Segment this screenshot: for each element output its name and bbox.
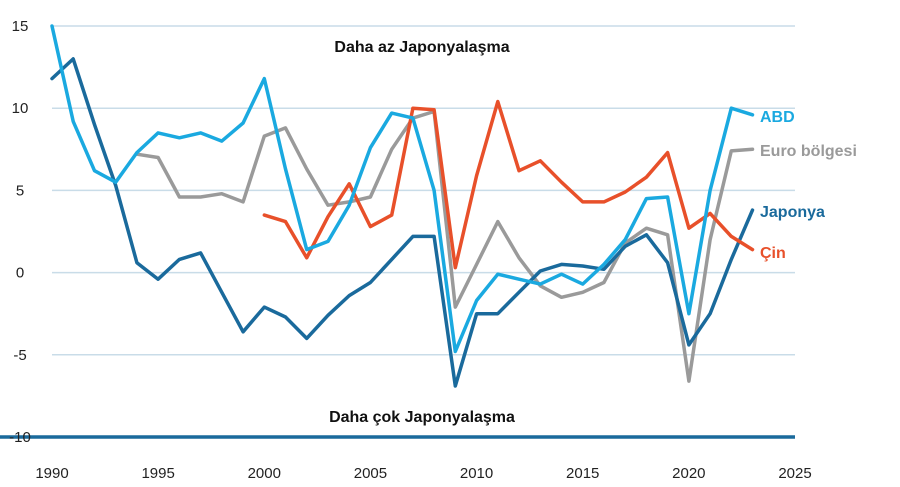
series-label-euro-b-lgesi: Euro bölgesi	[760, 143, 857, 160]
series-lines	[50, 24, 755, 388]
y-tick-label: 10	[12, 100, 29, 117]
y-tick-label: -10	[9, 429, 31, 446]
x-tick-label: 2010	[460, 465, 493, 482]
axes: 15 10 5 0 -5 -10 1990 1995 2000 2005 2010 2015 2020 2…	[9, 18, 812, 482]
series-line-euro-b-lgesi	[135, 109, 755, 383]
series-label-abd: ABD	[760, 109, 795, 126]
y-tick-label: -5	[13, 347, 26, 364]
x-tick-label: 1990	[35, 465, 68, 482]
series-label-japonya: Japonya	[760, 204, 825, 221]
x-tick-label: 2015	[566, 465, 599, 482]
x-tick-label: 1995	[141, 465, 174, 482]
y-tick-label: 15	[12, 18, 29, 35]
series-line-abd	[50, 24, 755, 354]
y-tick-label: 0	[16, 265, 24, 282]
series-line-japonya	[50, 57, 755, 388]
x-tick-label: 2020	[672, 465, 705, 482]
x-tick-label: 2005	[354, 465, 387, 482]
x-tick-label: 2025	[778, 465, 811, 482]
x-tick-label: 2000	[248, 465, 281, 482]
gridlines	[0, 25, 795, 439]
series-line--in	[262, 99, 755, 270]
annotation-bottom: Daha çok Japonyalaşma	[329, 409, 515, 426]
series-label--in: Çin	[760, 245, 786, 262]
y-tick-label: 5	[16, 182, 24, 199]
annotation-top: Daha az Japonyalaşma	[334, 39, 509, 56]
series-labels: Euro bölgesi Japonya Çin ABD	[760, 109, 857, 262]
